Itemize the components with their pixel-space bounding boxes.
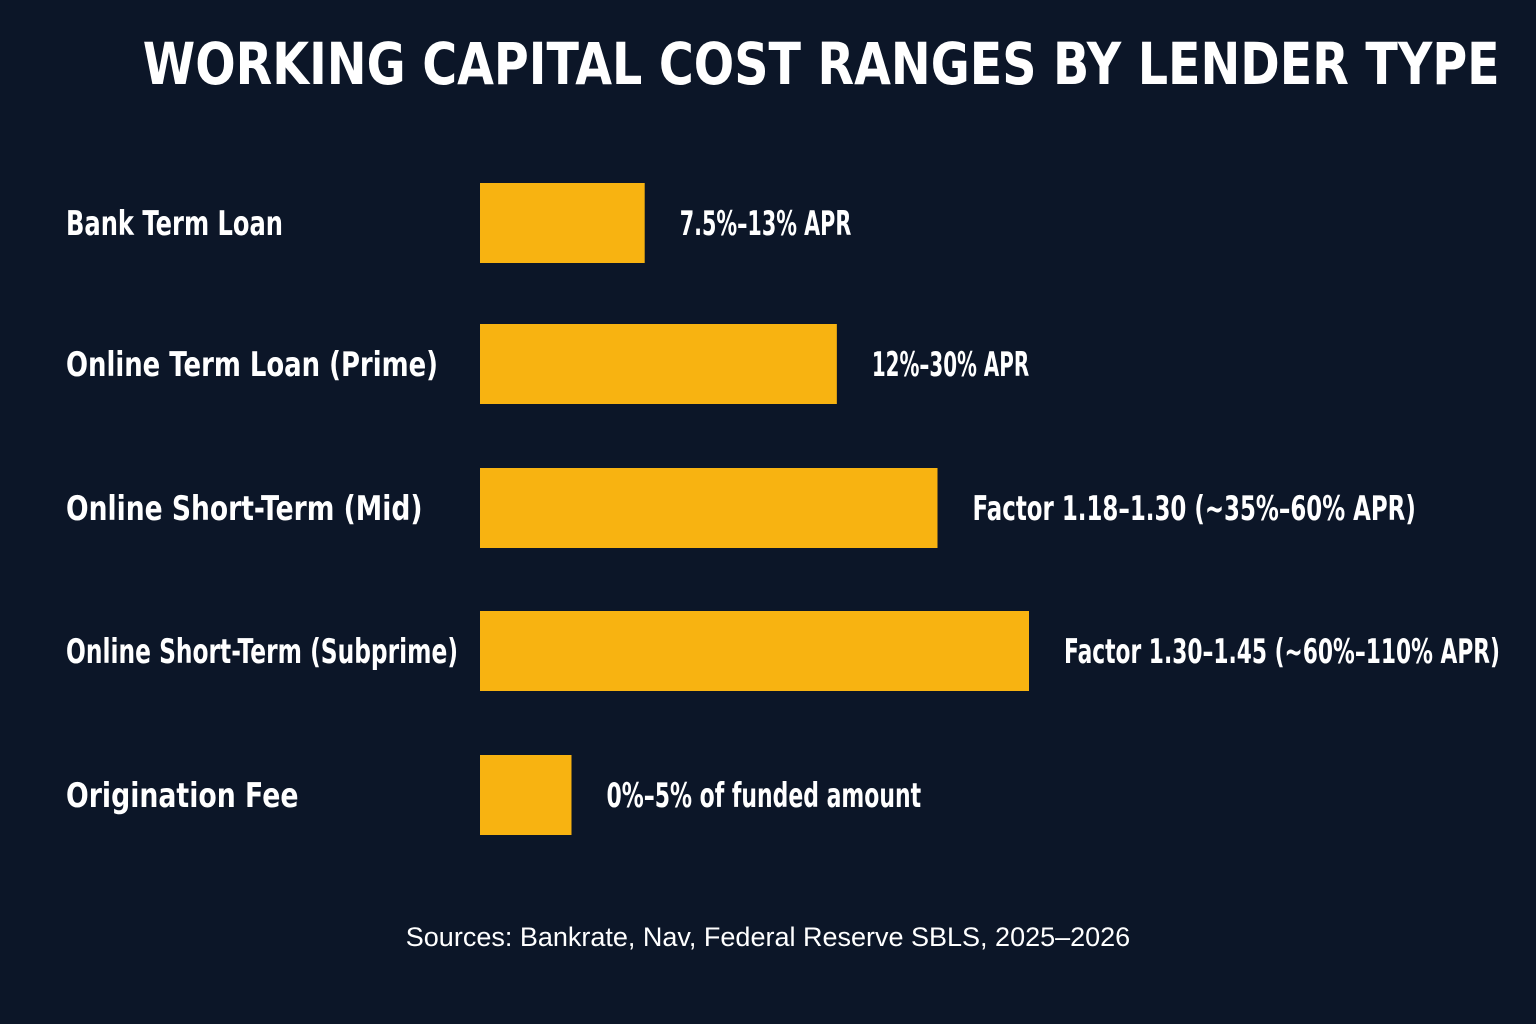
bar: [480, 183, 645, 263]
chart-title: WORKING CAPITAL COST RANGES BY LENDER TY…: [142, 30, 1500, 98]
category-label: Online Term Loan (Prime): [66, 345, 438, 385]
data-label: Factor 1.18–1.30 (~35%–60% APR): [973, 489, 1416, 529]
data-label: 12%–30% APR: [872, 345, 1029, 385]
data-label: 0%–5% of funded amount: [607, 776, 922, 816]
bar: [480, 324, 837, 404]
bar: [480, 755, 572, 835]
data-label: Factor 1.30–1.45 (~60%–110% APR): [1064, 632, 1500, 672]
data-label: 7.5%–13% APR: [680, 204, 852, 244]
bar: [480, 468, 938, 548]
bar: [480, 611, 1029, 691]
category-label: Bank Term Loan: [66, 204, 283, 244]
category-label: Online Short-Term (Mid): [66, 489, 423, 529]
category-label: Origination Fee: [66, 776, 299, 816]
category-label: Online Short-Term (Subprime): [66, 632, 458, 672]
source-note: Sources: Bankrate, Nav, Federal Reserve …: [405, 922, 1131, 952]
